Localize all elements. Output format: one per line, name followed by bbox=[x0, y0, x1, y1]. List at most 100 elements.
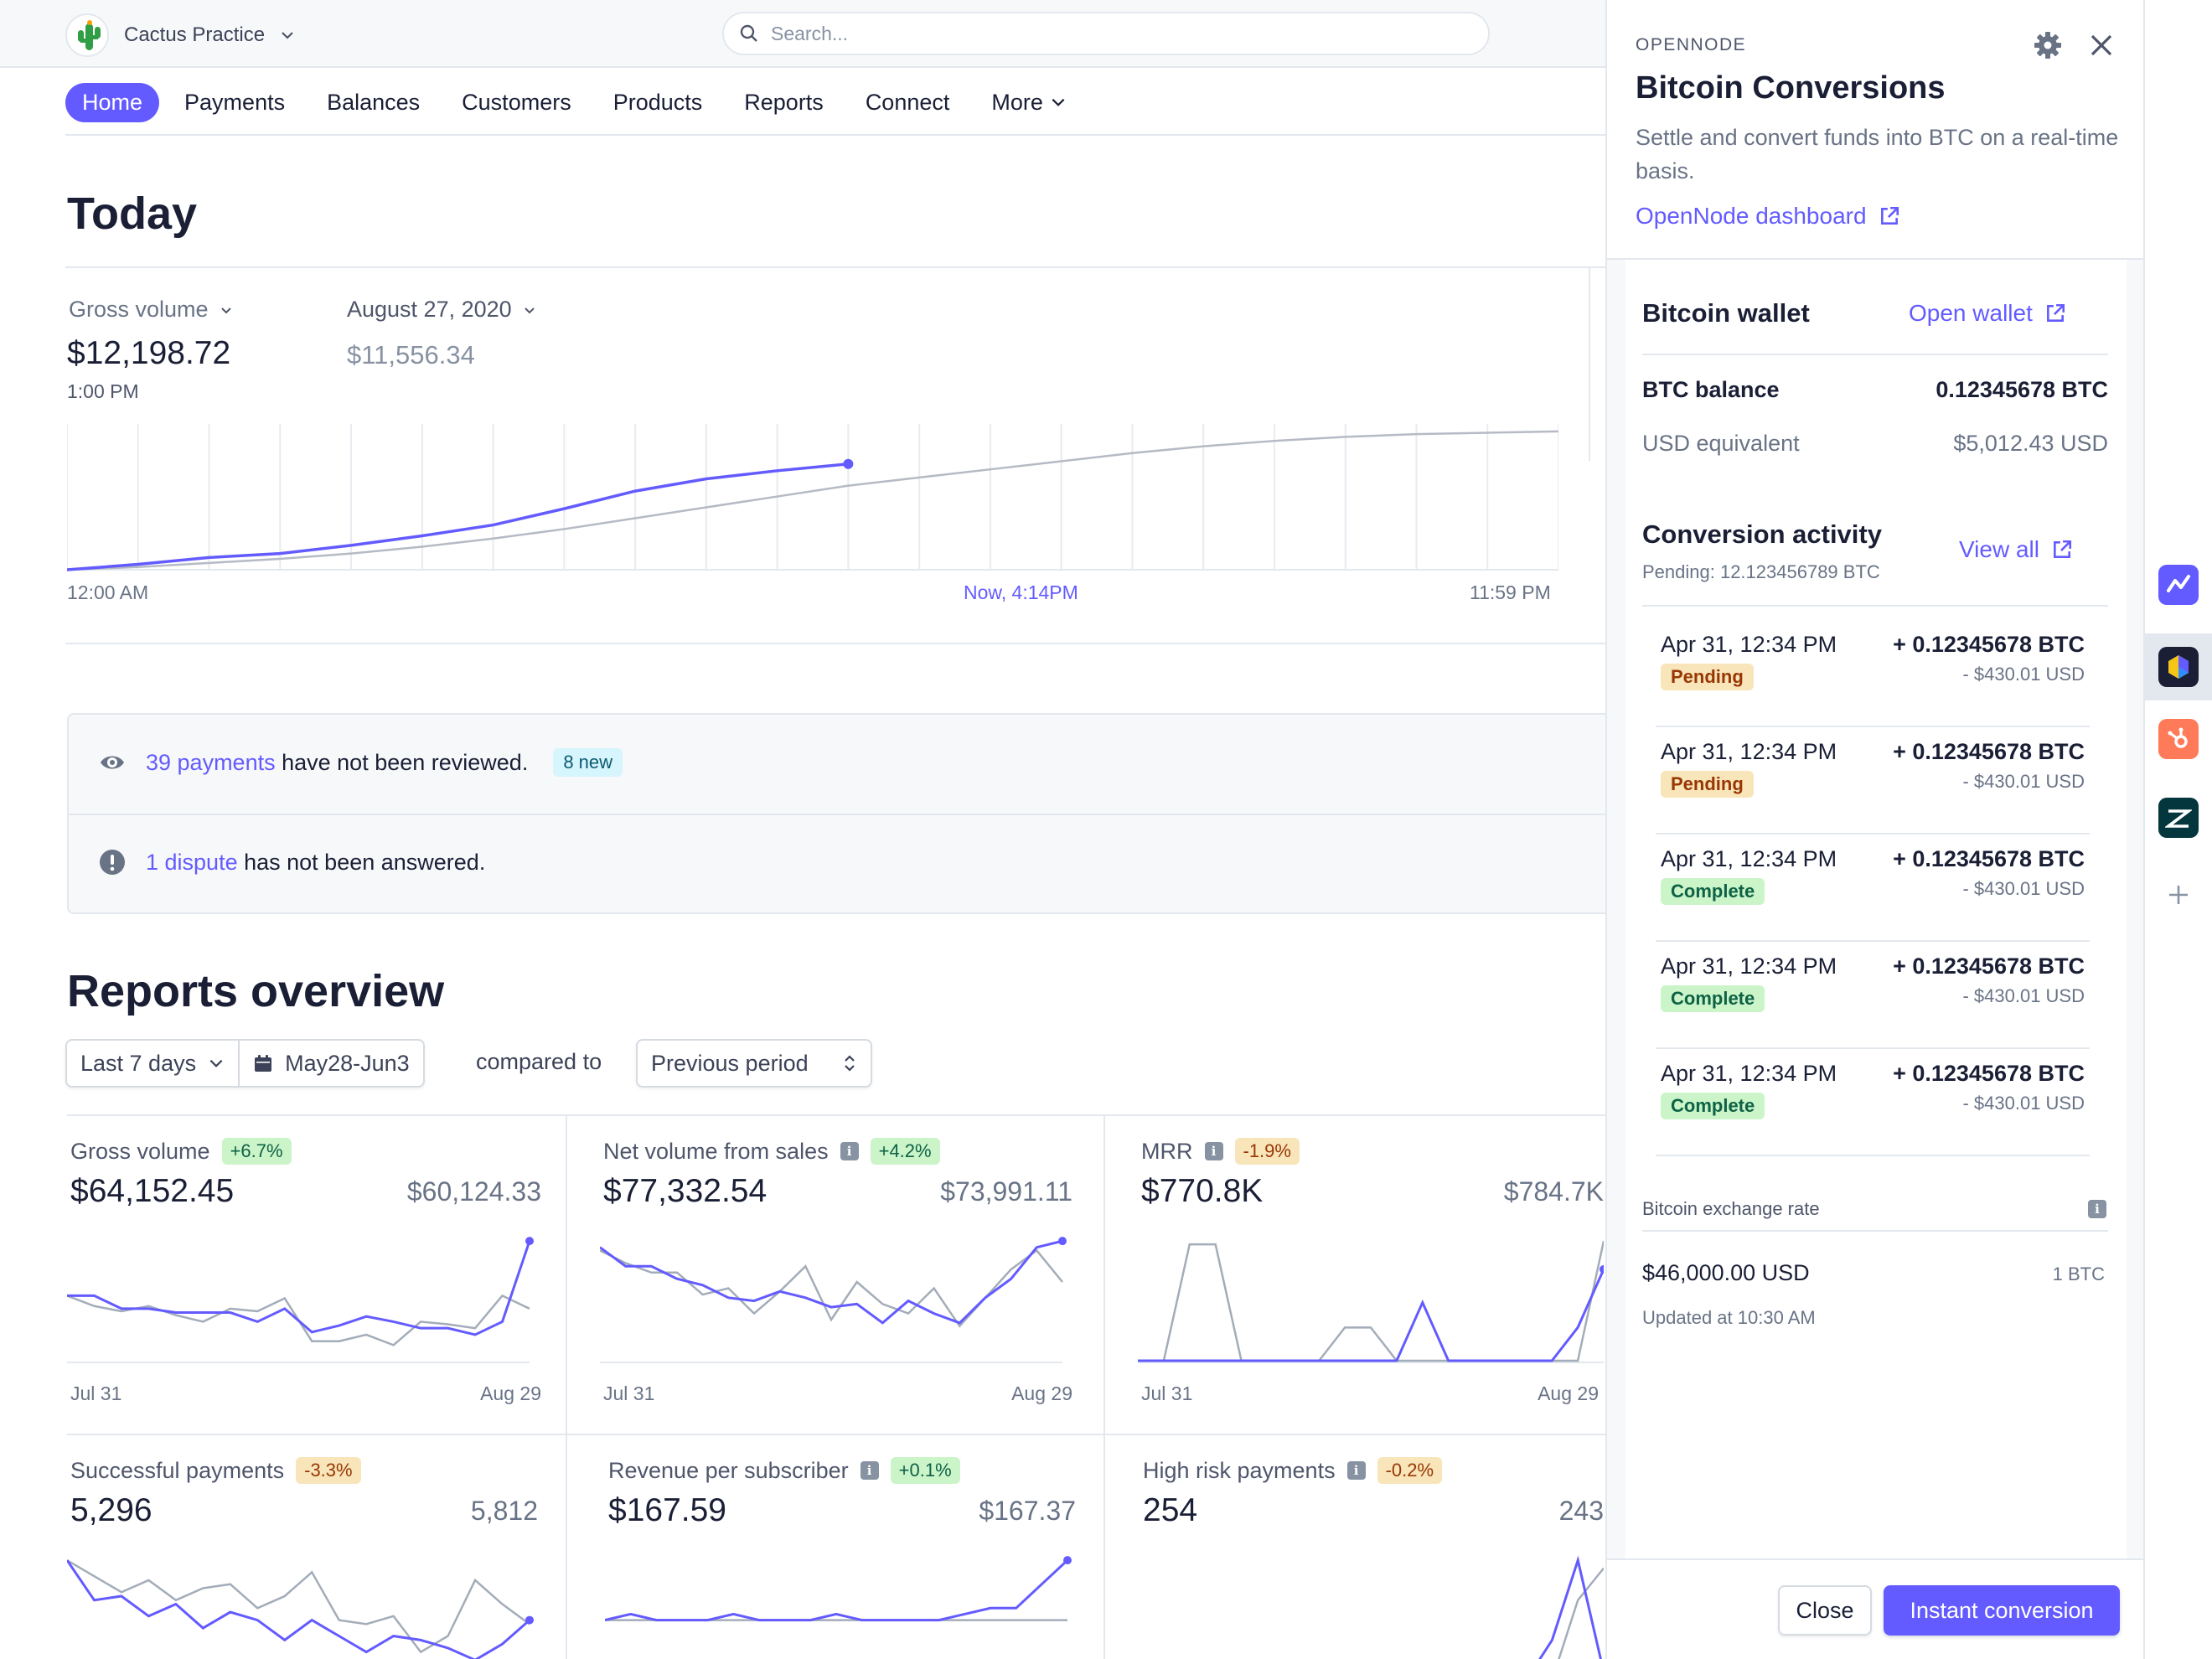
app-rail bbox=[2145, 0, 2212, 1659]
activity-title: Conversion activity bbox=[1642, 519, 1882, 549]
card-header: High risk payments i -0.2% bbox=[1143, 1457, 1443, 1484]
metric-selector[interactable]: Gross volume bbox=[69, 297, 234, 323]
dashboard-link[interactable]: OpenNode dashboard bbox=[1636, 203, 1900, 230]
btc-balance-label: BTC balance bbox=[1642, 377, 1780, 402]
report-card-net-volume[interactable]: Net volume from sales i +4.2% $77,332.54… bbox=[600, 1114, 1072, 1416]
change-badge: +6.7% bbox=[221, 1138, 292, 1165]
current-series-line bbox=[67, 1240, 531, 1336]
conversion-date: Apr 31, 12:34 PM bbox=[1661, 632, 1837, 657]
chevron-down-icon bbox=[209, 1059, 223, 1067]
conversion-item[interactable]: Apr 31, 12:34 PM + 0.12345678 BTC Pendin… bbox=[1656, 620, 2090, 727]
wallet-title: Bitcoin wallet bbox=[1642, 298, 1810, 328]
info-icon[interactable]: i bbox=[2088, 1200, 2106, 1218]
current-point-marker bbox=[1058, 1237, 1067, 1246]
divider bbox=[1103, 1114, 1105, 1659]
current-series-line bbox=[1138, 1269, 1604, 1362]
axis-label-end: Aug 29 bbox=[480, 1382, 541, 1404]
today-gross-volume-chart bbox=[67, 424, 1558, 571]
conversion-item[interactable]: Apr 31, 12:34 PM + 0.12345678 BTC Pendin… bbox=[1656, 727, 2090, 835]
status-badge: Complete bbox=[1661, 878, 1765, 905]
panel-footer: Close Instant conversion bbox=[1607, 1558, 2143, 1659]
conversion-item[interactable]: Apr 31, 12:34 PM + 0.12345678 BTC Comple… bbox=[1656, 835, 2090, 942]
search-input[interactable] bbox=[771, 22, 1441, 45]
range-label: Last 7 days bbox=[80, 1050, 197, 1076]
info-icon[interactable]: i bbox=[1346, 1461, 1366, 1480]
nav-customers[interactable]: Customers bbox=[462, 89, 571, 115]
card-label: Net volume from sales bbox=[603, 1138, 829, 1164]
status-badge: Pending bbox=[1661, 664, 1754, 690]
current-series-line bbox=[605, 1559, 1069, 1622]
report-card-gross-volume[interactable]: Gross volume +6.7% $64,152.45 $60,124.33… bbox=[67, 1114, 541, 1416]
card-value: $77,332.54 bbox=[603, 1173, 767, 1209]
section-title: Reports overview bbox=[67, 966, 445, 1016]
info-icon[interactable]: i bbox=[840, 1142, 859, 1160]
opennode-app-panel: OPENNODE Bitcoin Conversions Settle and … bbox=[1605, 0, 2145, 1659]
card-header: Successful payments -3.3% bbox=[70, 1457, 361, 1484]
info-icon[interactable]: i bbox=[860, 1461, 879, 1480]
report-card-successful-payments[interactable]: Successful payments -3.3% 5,296 5,812 bbox=[67, 1434, 538, 1659]
chart-app-icon[interactable] bbox=[2158, 565, 2199, 605]
nav-balances[interactable]: Balances bbox=[327, 89, 421, 115]
add-app-icon[interactable] bbox=[2158, 875, 2199, 915]
divider bbox=[1607, 258, 2143, 260]
sparkline-chart bbox=[67, 1559, 534, 1659]
nav-connect[interactable]: Connect bbox=[865, 89, 950, 115]
card-value: $770.8K bbox=[1141, 1173, 1264, 1209]
app-description: Settle and convert funds into BTC on a r… bbox=[1636, 125, 2119, 183]
divider bbox=[1642, 354, 2108, 355]
card-value: $167.59 bbox=[608, 1492, 726, 1528]
divider bbox=[1642, 605, 2108, 607]
conversion-usd: - $430.01 USD bbox=[1962, 1093, 2085, 1114]
nav-more[interactable]: More bbox=[974, 83, 1083, 122]
review-alert-text: 39 payments have not been reviewed. bbox=[146, 750, 528, 776]
sparkline-chart bbox=[67, 1237, 534, 1363]
info-icon[interactable]: i bbox=[1204, 1142, 1223, 1160]
comparison-period-select[interactable]: Previous period bbox=[636, 1039, 872, 1088]
comparison-series-line bbox=[67, 430, 1558, 571]
close-button[interactable]: Close bbox=[1778, 1585, 1872, 1636]
axis-label-now: Now, 4:14PM bbox=[964, 581, 1078, 603]
card-compare-value: 243 bbox=[1558, 1496, 1604, 1526]
conversion-item[interactable]: Apr 31, 12:34 PM + 0.12345678 BTC Comple… bbox=[1656, 1049, 2090, 1156]
card-compare-value: $167.37 bbox=[979, 1496, 1076, 1526]
change-badge: +4.2% bbox=[870, 1138, 940, 1165]
instant-conversion-button[interactable]: Instant conversion bbox=[1884, 1585, 2120, 1636]
range-selector[interactable]: Last 7 days bbox=[67, 1041, 238, 1086]
divider bbox=[69, 814, 1605, 815]
search-box[interactable] bbox=[722, 12, 1490, 55]
btc-balance-value: 0.12345678 BTC bbox=[1936, 377, 2108, 402]
nav-home[interactable]: Home bbox=[65, 82, 160, 122]
comparison-series-line bbox=[67, 1559, 530, 1654]
report-card-mrr[interactable]: MRR i -1.9% $770.8K $784.7K Jul 31 Aug 2… bbox=[1138, 1114, 1604, 1416]
sparkline-chart bbox=[1538, 1555, 1604, 1659]
payments-link[interactable]: 39 payments bbox=[146, 749, 276, 775]
open-wallet-link[interactable]: Open wallet bbox=[1909, 300, 2066, 327]
divider bbox=[1642, 1230, 2108, 1232]
date-range-picker[interactable]: May28-Jun3 bbox=[238, 1041, 423, 1086]
conversion-usd: - $430.01 USD bbox=[1962, 878, 2085, 899]
dispute-link[interactable]: 1 dispute bbox=[146, 849, 238, 875]
nav-reports[interactable]: Reports bbox=[744, 89, 824, 115]
conversion-item[interactable]: Apr 31, 12:34 PM + 0.12345678 BTC Comple… bbox=[1656, 942, 2090, 1049]
nav-payments[interactable]: Payments bbox=[184, 89, 286, 115]
current-point-marker bbox=[525, 1237, 534, 1246]
close-icon[interactable] bbox=[2086, 30, 2116, 60]
axis-label-start: Jul 31 bbox=[1141, 1382, 1193, 1404]
zendesk-icon[interactable] bbox=[2158, 798, 2199, 838]
hubspot-icon[interactable] bbox=[2158, 719, 2199, 759]
eye-icon bbox=[101, 756, 124, 769]
conversion-usd: - $430.01 USD bbox=[1962, 985, 2085, 1006]
nav-products[interactable]: Products bbox=[612, 89, 703, 115]
report-card-revenue-per-subscriber[interactable]: Revenue per subscriber i +0.1% $167.59 $… bbox=[605, 1434, 1076, 1659]
hexagon-app-icon[interactable] bbox=[2158, 647, 2199, 687]
axis-label-end: Aug 29 bbox=[1011, 1382, 1072, 1404]
external-link-icon bbox=[1880, 206, 1899, 225]
gear-icon[interactable] bbox=[2033, 30, 2063, 60]
current-series-line bbox=[1538, 1555, 1602, 1659]
current-point-marker bbox=[1600, 1264, 1604, 1274]
current-series-line bbox=[600, 1239, 1063, 1325]
report-card-high-risk-payments[interactable]: High risk payments i -0.2% 254 243 bbox=[1140, 1434, 1604, 1659]
compare-date-selector[interactable]: August 27, 2020 bbox=[347, 297, 537, 323]
account-switcher[interactable]: Cactus Practice bbox=[65, 13, 295, 57]
view-all-link[interactable]: View all bbox=[1959, 536, 2073, 563]
